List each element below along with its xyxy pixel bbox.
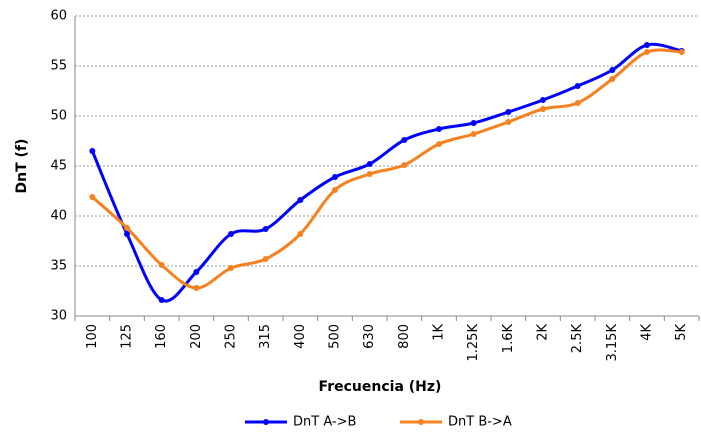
x-tick-label: 5K bbox=[674, 324, 689, 341]
point bbox=[89, 148, 96, 154]
x-tick-label: 4K bbox=[640, 324, 655, 341]
point bbox=[262, 256, 269, 262]
y-axis-title: DnT (f) bbox=[14, 139, 30, 194]
x-tick-label: 100 bbox=[85, 324, 100, 349]
series-line bbox=[90, 42, 683, 303]
point bbox=[574, 83, 581, 89]
legend-label: DnT A->B bbox=[293, 415, 356, 430]
y-tick-label: 30 bbox=[50, 309, 67, 324]
x-tick-label: 2.5K bbox=[570, 324, 585, 354]
x-tick-label: 250 bbox=[224, 324, 239, 349]
point bbox=[124, 231, 130, 237]
x-tick-label: 315 bbox=[258, 324, 273, 349]
point bbox=[297, 231, 304, 237]
x-axis-title: Frecuencia (Hz) bbox=[319, 379, 442, 395]
point bbox=[678, 49, 685, 55]
x-tick-label: 500 bbox=[328, 324, 343, 349]
series-line bbox=[91, 48, 682, 290]
x-tick-label: 400 bbox=[293, 324, 308, 349]
point bbox=[609, 76, 616, 82]
y-tick-label: 50 bbox=[50, 109, 67, 124]
x-tick-label: 630 bbox=[362, 324, 377, 349]
point bbox=[644, 42, 650, 48]
point bbox=[436, 126, 442, 132]
point bbox=[540, 106, 546, 112]
point bbox=[158, 297, 165, 303]
point bbox=[401, 162, 408, 168]
point bbox=[332, 187, 338, 193]
point bbox=[436, 141, 442, 147]
point bbox=[297, 197, 304, 203]
legend-marker bbox=[418, 419, 424, 425]
point bbox=[644, 49, 650, 55]
point bbox=[470, 120, 477, 126]
x-tick-label: 125 bbox=[120, 324, 135, 349]
point bbox=[505, 109, 512, 115]
x-tick-label: 1.25K bbox=[466, 324, 481, 362]
y-tick-label: 60 bbox=[50, 9, 67, 24]
y-tick-label: 35 bbox=[50, 259, 67, 274]
x-tick-label: 800 bbox=[397, 324, 412, 349]
x-tick-label: 3.15K bbox=[605, 324, 620, 362]
point bbox=[366, 171, 373, 177]
point bbox=[124, 225, 130, 231]
point bbox=[262, 226, 269, 232]
x-tick-label: 2K bbox=[536, 324, 551, 341]
point bbox=[505, 119, 512, 125]
point bbox=[193, 269, 200, 275]
point bbox=[332, 174, 338, 180]
point bbox=[158, 262, 165, 268]
point bbox=[609, 67, 616, 73]
legend-marker bbox=[263, 419, 269, 425]
point bbox=[574, 100, 581, 106]
legend-label: DnT B->A bbox=[448, 415, 512, 430]
y-tick-label: 45 bbox=[50, 159, 67, 174]
x-tick-label: 1.6K bbox=[501, 324, 516, 354]
x-tick-label: 1K bbox=[432, 324, 447, 341]
y-tick-label: 55 bbox=[50, 59, 67, 74]
point bbox=[540, 97, 546, 103]
point bbox=[401, 137, 408, 143]
y-tick-label: 40 bbox=[50, 209, 67, 224]
point bbox=[193, 285, 200, 291]
point bbox=[89, 194, 96, 200]
point bbox=[366, 161, 373, 167]
point bbox=[228, 231, 234, 237]
point bbox=[470, 131, 477, 137]
x-tick-label: 200 bbox=[189, 324, 204, 349]
point bbox=[228, 265, 234, 271]
x-tick-label: 160 bbox=[154, 324, 169, 349]
